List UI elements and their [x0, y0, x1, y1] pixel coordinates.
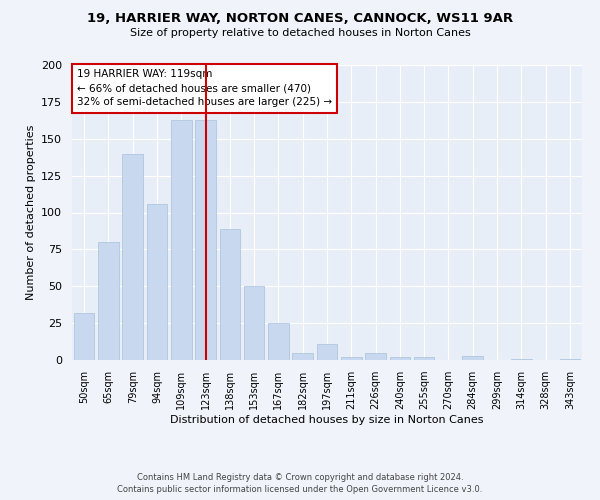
Bar: [365, 352, 386, 360]
Bar: [317, 344, 337, 360]
Bar: [122, 154, 143, 360]
Text: Contains HM Land Registry data © Crown copyright and database right 2024.: Contains HM Land Registry data © Crown c…: [137, 472, 463, 482]
Bar: [560, 358, 580, 360]
Bar: [195, 120, 216, 360]
Bar: [414, 357, 434, 360]
Bar: [244, 286, 265, 360]
Text: Size of property relative to detached houses in Norton Canes: Size of property relative to detached ho…: [130, 28, 470, 38]
Bar: [341, 357, 362, 360]
Bar: [511, 358, 532, 360]
Bar: [171, 120, 191, 360]
Text: Contains public sector information licensed under the Open Government Licence v3: Contains public sector information licen…: [118, 485, 482, 494]
Bar: [74, 313, 94, 360]
Text: 19, HARRIER WAY, NORTON CANES, CANNOCK, WS11 9AR: 19, HARRIER WAY, NORTON CANES, CANNOCK, …: [87, 12, 513, 26]
Bar: [268, 323, 289, 360]
Text: 19 HARRIER WAY: 119sqm
← 66% of detached houses are smaller (470)
32% of semi-de: 19 HARRIER WAY: 119sqm ← 66% of detached…: [77, 70, 332, 108]
Bar: [389, 357, 410, 360]
Bar: [98, 242, 119, 360]
Bar: [220, 228, 240, 360]
Bar: [463, 356, 483, 360]
Bar: [146, 204, 167, 360]
X-axis label: Distribution of detached houses by size in Norton Canes: Distribution of detached houses by size …: [170, 415, 484, 425]
Y-axis label: Number of detached properties: Number of detached properties: [26, 125, 35, 300]
Bar: [292, 352, 313, 360]
